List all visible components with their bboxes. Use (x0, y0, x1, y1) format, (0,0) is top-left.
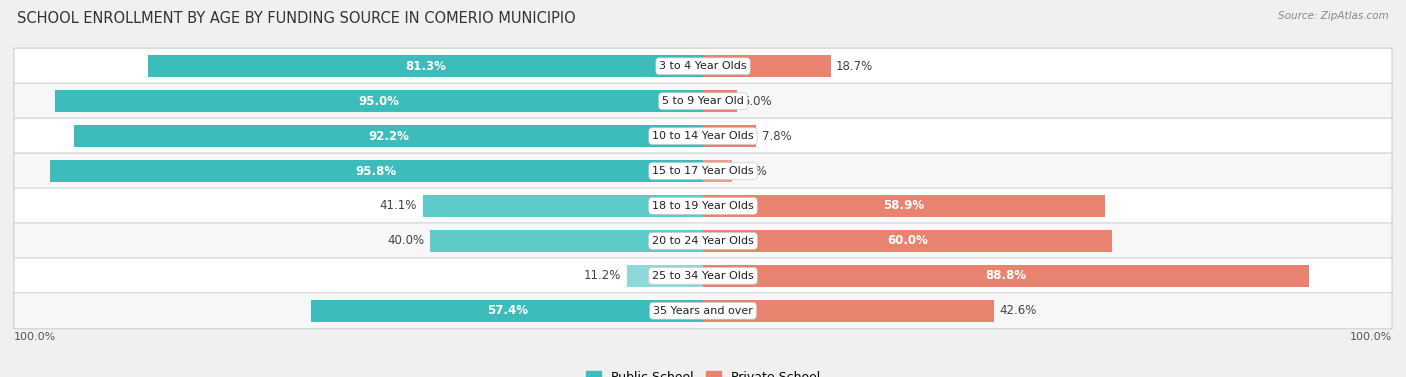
FancyBboxPatch shape (14, 223, 1392, 259)
Text: 5 to 9 Year Old: 5 to 9 Year Old (662, 96, 744, 106)
Text: 100.0%: 100.0% (14, 332, 56, 342)
Bar (703, 230, 1112, 252)
FancyBboxPatch shape (14, 188, 1392, 224)
Bar (312, 300, 703, 322)
Text: 35 Years and over: 35 Years and over (652, 306, 754, 316)
Text: 7.8%: 7.8% (762, 130, 792, 143)
Text: 58.9%: 58.9% (883, 199, 925, 213)
Bar (423, 195, 703, 217)
FancyBboxPatch shape (14, 118, 1392, 154)
Bar (149, 55, 703, 77)
FancyBboxPatch shape (14, 293, 1392, 329)
Text: Source: ZipAtlas.com: Source: ZipAtlas.com (1278, 11, 1389, 21)
Text: 41.1%: 41.1% (380, 199, 418, 213)
Text: 15 to 17 Year Olds: 15 to 17 Year Olds (652, 166, 754, 176)
Legend: Public School, Private School: Public School, Private School (581, 366, 825, 377)
Bar (55, 90, 703, 112)
Text: 4.2%: 4.2% (737, 164, 768, 178)
Text: 11.2%: 11.2% (583, 269, 621, 282)
Bar (703, 55, 831, 77)
Text: 10 to 14 Year Olds: 10 to 14 Year Olds (652, 131, 754, 141)
Bar (49, 160, 703, 182)
Text: 81.3%: 81.3% (405, 60, 446, 73)
Text: 42.6%: 42.6% (1000, 304, 1036, 317)
Text: 18.7%: 18.7% (837, 60, 873, 73)
Text: 57.4%: 57.4% (486, 304, 527, 317)
Text: 20 to 24 Year Olds: 20 to 24 Year Olds (652, 236, 754, 246)
Bar (703, 90, 737, 112)
Bar (703, 160, 731, 182)
Bar (703, 125, 756, 147)
Bar (703, 265, 1309, 287)
Bar (703, 195, 1105, 217)
Text: 100.0%: 100.0% (1350, 332, 1392, 342)
Text: 3 to 4 Year Olds: 3 to 4 Year Olds (659, 61, 747, 71)
FancyBboxPatch shape (14, 258, 1392, 294)
FancyBboxPatch shape (14, 48, 1392, 84)
Text: 95.8%: 95.8% (356, 164, 396, 178)
Text: 88.8%: 88.8% (986, 269, 1026, 282)
FancyBboxPatch shape (14, 153, 1392, 189)
Bar (75, 125, 703, 147)
Text: 60.0%: 60.0% (887, 234, 928, 247)
Text: 92.2%: 92.2% (368, 130, 409, 143)
Text: 40.0%: 40.0% (388, 234, 425, 247)
Text: 25 to 34 Year Olds: 25 to 34 Year Olds (652, 271, 754, 281)
Bar (430, 230, 703, 252)
Text: 18 to 19 Year Olds: 18 to 19 Year Olds (652, 201, 754, 211)
FancyBboxPatch shape (14, 83, 1392, 119)
Text: 5.0%: 5.0% (742, 95, 772, 108)
Text: SCHOOL ENROLLMENT BY AGE BY FUNDING SOURCE IN COMERIO MUNICIPIO: SCHOOL ENROLLMENT BY AGE BY FUNDING SOUR… (17, 11, 575, 26)
Text: 95.0%: 95.0% (359, 95, 399, 108)
Bar (627, 265, 703, 287)
Bar (703, 300, 994, 322)
